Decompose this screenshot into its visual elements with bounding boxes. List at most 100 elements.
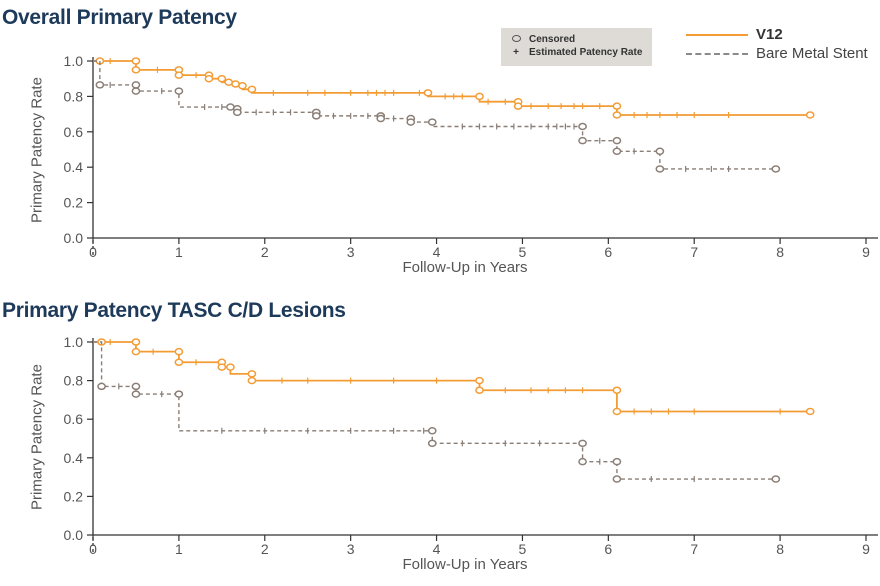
censored-marker-v12	[423, 89, 433, 97]
censored-marker-v12	[475, 376, 484, 385]
legend-swatch-bare-metal-stent	[686, 52, 748, 55]
legend-label-bare-metal-stent: Bare Metal Stent	[756, 45, 868, 62]
censored-marker-bare-metal-stent	[655, 165, 665, 173]
censored-marker-bare-metal-stent	[578, 457, 587, 466]
x-tick-label: 0	[89, 541, 97, 557]
censored-marker-v12	[231, 80, 240, 88]
legend-label-censored: Censored	[529, 34, 576, 45]
censored-marker-v12	[247, 370, 257, 378]
y-tick-label: 0.8	[64, 373, 84, 389]
x-tick-label: 7	[690, 244, 698, 260]
censored-marker-bare-metal-stent	[612, 475, 622, 483]
y-tick-label: 0.2	[64, 195, 84, 211]
chart-plot-area: 0 1 2 3 4 5 6 7 8 9 0.0 0.2 0.4 0.6 0.8 1.0	[64, 53, 878, 260]
censored-marker-v12	[612, 407, 622, 416]
censored-marker-bare-metal-stent	[771, 165, 781, 173]
x-tick-label: 6	[604, 541, 612, 557]
censored-marker-v12	[131, 338, 141, 346]
censored-marker-bare-metal-stent	[612, 136, 622, 145]
y-tick-label: 0.4	[64, 159, 84, 175]
series-line-v12	[93, 60, 811, 116]
legend-label-v12: V12	[756, 26, 783, 43]
censored-marker-v12	[612, 386, 622, 394]
legend-entry-bare-metal-stent: Bare Metal Stent	[686, 45, 868, 62]
x-tick-label: 9	[862, 541, 870, 557]
series-line-bare-metal-stent	[93, 60, 776, 170]
censored-marker-bare-metal-stent	[95, 81, 105, 89]
chart-plot-area: 0 1 2 3 4 5 6 7 8 9 0.0 0.2 0.4 0.6 0.8 1.0	[64, 334, 878, 557]
censored-marker-bare-metal-stent	[131, 390, 141, 398]
censored-marker-bare-metal-stent	[131, 87, 141, 95]
y-tick-label: 1.0	[64, 53, 84, 69]
censored-marker-bare-metal-stent	[406, 118, 416, 126]
censored-marker-v12	[513, 102, 523, 110]
censored-marker-v12	[612, 111, 622, 119]
legend-entry-estimated: + Estimated Patency Rate	[509, 47, 642, 58]
censored-marker-v12	[805, 111, 815, 119]
censored-marker-bare-metal-stent	[232, 108, 242, 117]
censored-marker-v12	[131, 57, 141, 65]
censored-marker-bare-metal-stent	[578, 439, 587, 448]
censored-marker-v12	[224, 78, 234, 86]
censored-marker-v12	[238, 82, 247, 90]
x-tick-label: 3	[347, 244, 355, 260]
censored-marker-v12	[612, 102, 622, 110]
x-tick-label: 3	[347, 541, 355, 557]
censored-marker-bare-metal-stent	[578, 136, 587, 145]
censored-circle-icon	[511, 35, 521, 42]
x-tick-label: 5	[519, 541, 527, 557]
x-axis-label: Follow-Up in Years	[402, 556, 528, 573]
censored-marker-v12	[217, 363, 227, 371]
y-tick-label: 0.4	[64, 450, 84, 466]
censored-marker-v12	[805, 407, 815, 416]
x-tick-label: 9	[862, 244, 870, 260]
x-tick-label: 4	[433, 244, 441, 260]
chart-panel-tasc: Primary Patency TASC C/D Lesions 0 1 2 3 4 5 6…	[0, 293, 880, 586]
censored-marker-bare-metal-stent	[376, 114, 386, 123]
series-line-bare-metal-stent	[93, 341, 776, 480]
y-tick-label: 1.0	[64, 334, 84, 350]
x-axis-label: Follow-Up in Years	[402, 259, 528, 276]
censored-marker-bare-metal-stent	[427, 439, 437, 448]
symbol-legend: Censored + Estimated Patency Rate	[501, 28, 652, 66]
y-tick-label: 0.6	[64, 411, 84, 427]
series-line-v12	[93, 341, 811, 413]
censored-marker-bare-metal-stent	[771, 475, 781, 483]
censored-marker-v12	[475, 92, 484, 101]
censored-marker-bare-metal-stent	[578, 122, 587, 131]
censored-marker-bare-metal-stent	[655, 147, 665, 156]
censored-marker-v12	[247, 376, 257, 385]
x-tick-label: 0	[89, 244, 97, 260]
censored-marker-bare-metal-stent	[97, 382, 106, 391]
y-tick-label: 0.0	[64, 527, 84, 543]
censored-marker-v12	[131, 347, 141, 356]
censored-marker-v12	[475, 386, 484, 394]
y-tick-label: 0.8	[64, 88, 84, 104]
censored-marker-bare-metal-stent	[427, 427, 437, 435]
x-tick-label: 2	[261, 244, 269, 260]
censored-marker-v12	[131, 66, 141, 74]
x-tick-label: 7	[690, 541, 698, 557]
legend-swatch-v12	[686, 33, 748, 36]
censored-marker-bare-metal-stent	[612, 457, 622, 466]
censored-marker-v12	[174, 358, 184, 367]
x-tick-label: 2	[261, 541, 269, 557]
x-tick-label: 4	[433, 541, 441, 557]
y-axis-label: Primary Patency Rate	[28, 364, 46, 510]
x-tick-label: 8	[776, 541, 784, 557]
legend-entry-censored: Censored	[509, 34, 575, 45]
censored-marker-v12	[204, 74, 214, 83]
chart-title: Primary Patency TASC C/D Lesions	[2, 299, 346, 322]
censored-marker-bare-metal-stent	[427, 118, 437, 126]
censored-marker-v12	[217, 74, 227, 83]
censored-marker-bare-metal-stent	[311, 112, 321, 120]
x-tick-label: 6	[604, 244, 612, 260]
legend-entry-v12: V12	[686, 26, 783, 43]
x-tick-label: 8	[776, 244, 784, 260]
plus-icon: +	[513, 47, 519, 58]
censored-marker-bare-metal-stent	[131, 382, 141, 391]
y-tick-label: 0.0	[64, 230, 84, 246]
x-tick-label: 1	[175, 244, 183, 260]
censored-marker-v12	[247, 85, 257, 94]
chart-title: Overall Primary Patency	[2, 6, 237, 29]
